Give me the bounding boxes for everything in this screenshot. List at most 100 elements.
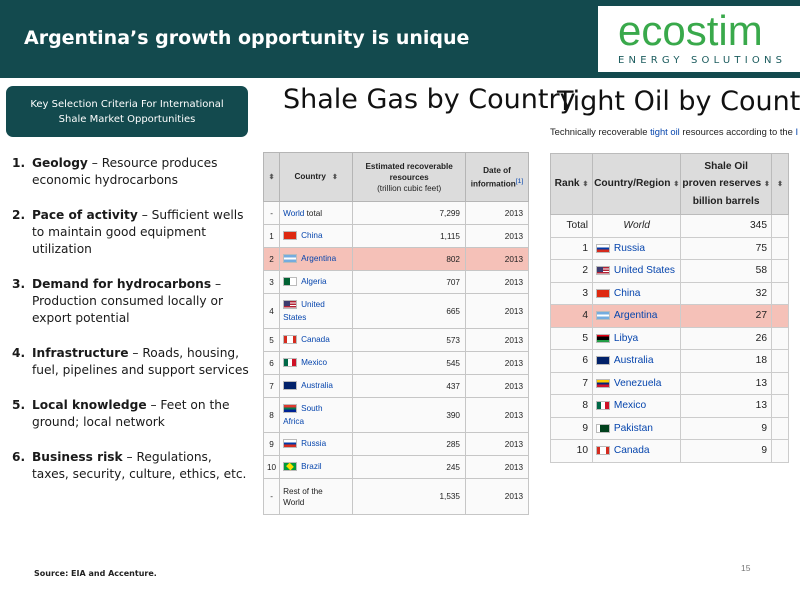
mexico-flag-icon [595,401,610,411]
country-link[interactable]: United [301,300,325,309]
criteria-heading: Business risk [32,450,123,464]
country-link[interactable]: Australia [301,380,333,390]
sort-icon[interactable]: ⬍ [777,181,783,188]
country-cell: Russia [279,432,354,456]
criteria-number: 2. [12,208,26,222]
country-cell: Australia [591,349,682,373]
table-row: 4 United States 665 2013 [262,293,529,329]
table-row: 9 Pakistan 9 [550,416,789,440]
country-link[interactable]: Libya [613,332,639,344]
shale-gas-title: Shale Gas by Country [283,84,576,115]
rank-header-label: Rank [554,178,580,189]
resources-cell: 390 [352,397,466,433]
year-cell: 2013 [465,201,529,225]
rank-cell: 10 [550,439,593,463]
resources-header[interactable]: Estimated recoverable resources (trillio… [352,152,466,202]
empty-cell [771,281,789,305]
country-link[interactable]: Venezuela [613,377,662,389]
resources-cell: 285 [352,432,466,456]
region-header[interactable]: Country/Region ⬍ [591,153,682,215]
empty-cell [771,326,789,350]
russia-flag-icon [283,438,298,448]
note-prefix: Technically recoverable [550,126,651,137]
country-link[interactable]: Mexico [613,400,647,412]
country-cell: Canada [591,439,682,463]
rank-cell: 3 [550,281,593,305]
resources-cell: 1,115 [352,224,466,248]
criteria-text: – Resource produces economic hydrocarbon… [32,156,218,187]
country-link[interactable]: Pakistan [613,422,653,434]
empty-cell [771,394,789,418]
sort-icon[interactable]: ⬍ [268,174,275,181]
year-cell: 2013 [465,351,529,375]
resources-cell: 437 [352,374,466,398]
rank-cell: 9 [550,416,593,440]
sort-icon[interactable]: ⬍ [328,174,338,181]
country-link-line2[interactable]: Africa [283,417,305,426]
country-link[interactable]: Mexico [301,357,328,367]
rank-cell: 7 [550,371,593,395]
year-cell: 2013 [465,293,529,329]
sort-icon[interactable]: ⬍ [764,181,770,188]
country-link[interactable]: South [301,404,323,413]
country-link[interactable]: Russia [301,438,327,448]
country-link[interactable]: Russia [613,242,645,254]
country-link[interactable]: Argentina [613,310,658,322]
rank-header[interactable]: Rank ⬍ [550,153,593,215]
empty-cell [771,214,789,238]
sort-icon[interactable]: ⬍ [582,181,589,188]
country-link[interactable]: Algeria [301,276,327,286]
country-header[interactable]: Country ⬍ [279,152,354,202]
table-row: 3 Algeria 707 2013 [262,270,529,294]
country-link[interactable]: China [301,230,323,240]
country-link[interactable]: Argentina [301,253,337,263]
country-link[interactable]: United States [613,265,676,277]
extra-sort-header[interactable]: ⬍ [771,153,789,215]
australia-flag-icon [595,356,610,366]
criteria-item: 6. Business risk – Regulations, taxes, s… [12,449,252,483]
country-link[interactable]: Canada [301,334,330,344]
country-link[interactable]: Canada [613,445,650,457]
country-link[interactable]: World [283,208,305,218]
country-link-line2[interactable]: States [283,313,307,322]
tight-oil-link[interactable]: tight oil [650,126,680,137]
page-number: 15 [741,563,751,573]
empty-cell [771,259,789,283]
date-reference-link[interactable]: [1] [515,177,524,185]
argentina-flag-icon [595,311,610,321]
criteria-number: 5. [12,398,26,412]
sort-rank-header[interactable]: ⬍ [262,152,281,202]
date-header[interactable]: Date of information[1] [465,152,529,202]
rank-cell: 6 [550,349,593,373]
usa-flag-icon [595,266,610,276]
source-note: Source: EIA and Accenture. [34,569,157,578]
year-cell: 2013 [465,270,529,294]
year-cell: 2013 [465,224,529,248]
table-row: 8 South Africa 390 2013 [262,397,529,433]
slide-header: Argentina’s growth opportunity is unique… [0,0,800,78]
tight-oil-note: Technically recoverable tight oil resour… [550,126,800,137]
criteria-number: 3. [12,277,26,291]
criteria-text: – Sufficient wells to maintain good equi… [32,208,244,256]
country-link[interactable]: Brazil [301,461,322,471]
tight-oil-table: Rank ⬍ Country/Region ⬍ Shale Oil proven… [550,153,789,463]
country-cell: World [591,214,682,238]
logo-tagline: ENERGY SOLUTIONS [618,55,787,66]
reserves-header-line2: proven reserves [682,178,762,189]
reserves-header[interactable]: Shale Oil proven reserves ⬍ billion barr… [680,153,772,215]
empty-cell [771,371,789,395]
table-row-highlighted: 4 Argentina 27 [550,304,789,328]
country-link[interactable]: Australia [613,355,654,367]
country-link[interactable]: China [613,287,641,299]
country-cell: Australia [279,374,354,398]
note-tail-link[interactable]: I [795,126,799,137]
country-cell: Algeria [279,270,354,294]
resources-cell: 1,535 [352,478,466,515]
country-cell: United States [279,293,354,329]
criteria-title-box: Key Selection Criteria For International… [6,86,248,137]
reserves-cell: 345 [680,214,772,238]
reserves-cell: 9 [680,416,772,440]
sort-icon[interactable]: ⬍ [673,181,680,188]
rank-cell: 2 [550,259,593,283]
table-header-row: ⬍ Country ⬍ Estimated recoverable resour… [262,152,529,202]
